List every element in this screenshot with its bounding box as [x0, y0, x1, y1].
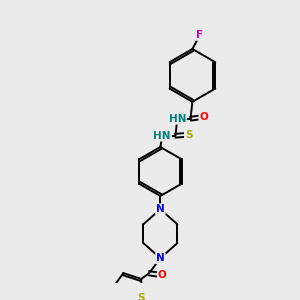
Text: F: F — [196, 30, 203, 40]
Text: O: O — [158, 270, 167, 280]
Text: O: O — [199, 112, 208, 122]
Text: N: N — [156, 204, 165, 214]
Text: N: N — [156, 253, 165, 263]
Text: S: S — [185, 130, 192, 140]
Text: HN: HN — [169, 114, 186, 124]
Text: S: S — [137, 293, 145, 300]
Text: HN: HN — [154, 131, 171, 141]
